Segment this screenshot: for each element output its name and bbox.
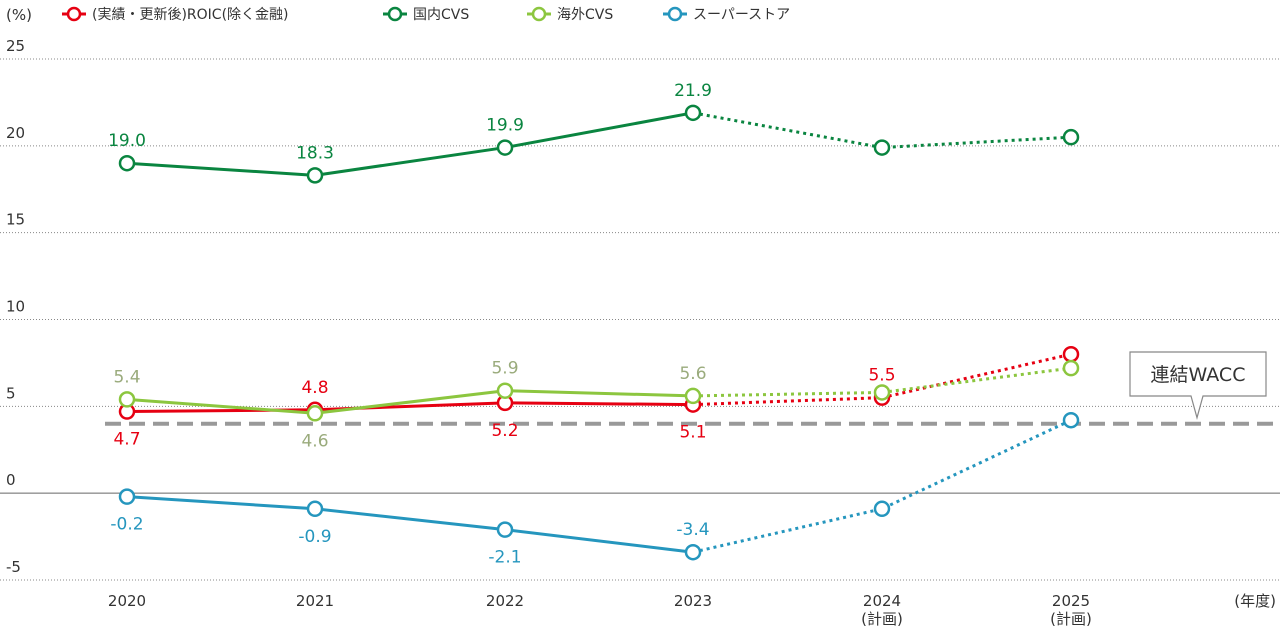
data-label: 5.1 [679, 423, 706, 443]
data-label: 5.9 [491, 359, 518, 379]
legend: (実績・更新後)ROIC(除く金融) 国内CVS 海外CVS スーパーストア [62, 6, 790, 23]
data-label: 18.3 [296, 143, 334, 163]
x-tick-label: 2023 [674, 592, 712, 610]
y-unit-label: (%) [6, 6, 32, 24]
x-unit-label: (年度) [1234, 592, 1276, 610]
data-point [496, 521, 514, 538]
x-tick-label: 2020 [108, 592, 146, 610]
data-point [873, 139, 891, 156]
data-point [1062, 345, 1080, 363]
data-label: -0.9 [298, 527, 331, 547]
x-tick-label: 2021 [296, 592, 334, 610]
series-line-plan [692, 418, 1072, 554]
y-tick-label: 10 [6, 298, 25, 316]
data-point [496, 382, 514, 399]
data-point [1062, 359, 1080, 377]
data-labels: 4.7 4.8 5.2 5.1 5.5 19.0 18.3 19.9 21.9 5.4 4.6 5.9… [108, 81, 895, 568]
data-label: -2.1 [488, 548, 521, 568]
data-label: 19.0 [108, 131, 146, 151]
wacc-group: 連結WACC [105, 351, 1280, 426]
data-label: 5.2 [491, 421, 518, 441]
series-lines [118, 104, 1080, 561]
data-point [684, 387, 702, 405]
wacc-callout-box [1129, 351, 1267, 420]
data-label: 21.9 [674, 81, 712, 101]
y-tick-label: 5 [6, 384, 16, 402]
legend-swatch-marker [66, 6, 82, 22]
y-tick-label: 25 [6, 37, 25, 55]
data-point [1062, 411, 1080, 429]
legend-swatch-marker [387, 6, 403, 22]
data-label: 19.9 [486, 116, 524, 136]
legend-label: 海外CVS [557, 7, 613, 23]
x-tick-sublabel: (計画) [1050, 610, 1092, 628]
data-point [306, 500, 324, 518]
series-line-actual [126, 495, 694, 554]
y-tick-label: -5 [6, 558, 21, 576]
data-point [496, 139, 514, 156]
data-label: 4.6 [301, 431, 328, 451]
data-label: -3.4 [676, 520, 709, 540]
legend-label: スーパーストア [693, 7, 790, 23]
x-tick-label: 2025 [1052, 592, 1090, 610]
data-point [118, 488, 136, 505]
legend-label: 国内CVS [413, 7, 469, 23]
data-label: 4.8 [301, 378, 328, 398]
series-line-actual [126, 401, 694, 414]
x-tick-label: 2024 [863, 592, 901, 610]
x-tick-sublabel: (計画) [861, 610, 903, 628]
data-point [684, 543, 702, 561]
series-line-actual [126, 111, 694, 177]
y-tick-label: 15 [6, 211, 25, 229]
legend-swatch-marker [531, 6, 547, 22]
data-point [118, 391, 136, 408]
wacc-callout-label: 連結WACC [1151, 364, 1246, 386]
y-tick-label: 20 [6, 124, 25, 142]
data-point [306, 167, 324, 184]
data-label: -0.2 [110, 515, 143, 535]
data-point [873, 384, 891, 401]
legend-label: (実績・更新後)ROIC(除く金融) [92, 7, 289, 23]
data-point [1062, 128, 1080, 146]
data-label: 5.4 [113, 367, 140, 387]
x-tick-label: 2022 [486, 592, 524, 610]
data-point [118, 154, 136, 172]
series-line-actual [126, 389, 694, 415]
grid-lines [0, 58, 1280, 581]
y-tick-label: 0 [6, 471, 16, 489]
data-label: 5.6 [679, 364, 706, 384]
data-label: 4.7 [113, 430, 140, 450]
data-point [684, 104, 702, 122]
data-point [873, 500, 891, 518]
data-point [306, 405, 324, 422]
legend-swatch-marker [667, 6, 683, 22]
data-label: 5.5 [868, 366, 895, 386]
series-line-plan [692, 111, 1072, 150]
